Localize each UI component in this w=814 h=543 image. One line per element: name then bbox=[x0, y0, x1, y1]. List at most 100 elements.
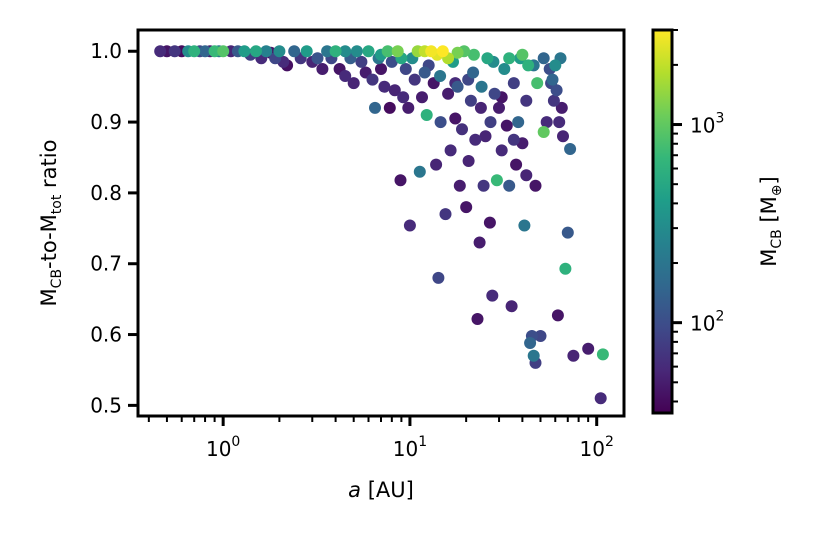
data-point bbox=[551, 309, 564, 322]
y-label-sub1: CB bbox=[49, 269, 65, 288]
data-point bbox=[534, 330, 547, 342]
data-point bbox=[540, 116, 553, 129]
data-point bbox=[498, 63, 511, 75]
data-point bbox=[564, 143, 577, 155]
data-point bbox=[550, 84, 563, 97]
data-point bbox=[311, 52, 324, 65]
y-label-mid: -to-M bbox=[37, 214, 61, 269]
data-point bbox=[347, 77, 360, 90]
x-axis: 100 101 102 bbox=[147, 416, 614, 461]
cbar-label-sub2: ⊕ bbox=[769, 184, 785, 196]
data-points bbox=[154, 45, 609, 405]
data-point bbox=[547, 94, 560, 107]
data-point bbox=[388, 84, 401, 97]
y-axis: 0.5 0.6 0.7 0.8 0.9 1.0 bbox=[90, 39, 138, 417]
data-point bbox=[467, 66, 480, 79]
y-tick-label: 0.8 bbox=[90, 181, 122, 205]
data-point bbox=[444, 144, 457, 157]
data-point bbox=[527, 349, 540, 362]
data-point bbox=[449, 112, 462, 125]
data-point bbox=[350, 45, 363, 58]
data-point bbox=[596, 348, 609, 361]
data-point bbox=[567, 349, 580, 362]
data-point bbox=[503, 52, 516, 65]
data-point bbox=[329, 45, 342, 58]
data-point bbox=[366, 73, 379, 86]
data-point bbox=[436, 45, 449, 58]
data-point bbox=[479, 130, 492, 143]
data-point bbox=[456, 123, 468, 136]
data-point bbox=[375, 63, 387, 75]
data-point bbox=[495, 144, 508, 157]
data-point bbox=[442, 87, 455, 100]
data-point bbox=[188, 45, 201, 58]
data-point bbox=[505, 300, 518, 313]
data-point bbox=[434, 70, 447, 82]
y-tick-label: 0.5 bbox=[90, 393, 122, 417]
data-point bbox=[439, 208, 452, 221]
y-label-m1: M bbox=[37, 288, 61, 306]
y-tick-label: 0.7 bbox=[90, 252, 122, 276]
data-point bbox=[510, 158, 523, 171]
data-point bbox=[546, 73, 559, 86]
data-point bbox=[168, 45, 181, 58]
data-point bbox=[481, 52, 494, 65]
data-point bbox=[529, 179, 542, 192]
data-point bbox=[460, 201, 473, 214]
data-point bbox=[520, 94, 533, 107]
data-point bbox=[339, 45, 352, 58]
colorbar-label: MCB [M⊕] bbox=[757, 176, 785, 266]
colorbar-ticks: 102 103 bbox=[672, 29, 724, 403]
data-point bbox=[464, 94, 477, 107]
data-point bbox=[512, 116, 525, 129]
data-point bbox=[559, 262, 572, 275]
data-point bbox=[403, 219, 416, 232]
colorbar: 102 103 bbox=[651, 28, 724, 415]
data-point bbox=[321, 45, 334, 58]
data-point bbox=[383, 101, 396, 114]
colorbar-tick-label: 102 bbox=[690, 309, 724, 336]
x-axis-label-italic: a bbox=[348, 478, 361, 502]
data-point bbox=[531, 77, 544, 90]
data-point bbox=[300, 45, 313, 58]
data-point bbox=[355, 55, 368, 68]
data-point bbox=[516, 48, 529, 61]
data-point bbox=[553, 116, 566, 129]
cbar-label-main: M bbox=[757, 249, 781, 267]
data-point bbox=[273, 45, 286, 58]
data-point bbox=[493, 101, 505, 114]
data-point bbox=[561, 226, 574, 239]
data-point bbox=[420, 109, 433, 121]
data-point bbox=[490, 174, 503, 187]
data-point bbox=[434, 116, 447, 129]
data-point bbox=[524, 337, 537, 349]
y-label-end: ratio bbox=[37, 140, 61, 195]
data-point bbox=[199, 45, 212, 58]
data-point bbox=[432, 271, 445, 284]
data-point bbox=[418, 66, 431, 79]
data-point bbox=[507, 133, 520, 146]
data-point bbox=[413, 165, 426, 178]
data-point bbox=[451, 46, 464, 59]
data-point bbox=[520, 169, 533, 182]
data-point bbox=[430, 158, 443, 171]
data-point bbox=[486, 289, 499, 302]
colorbar-tick-label: 103 bbox=[690, 111, 724, 138]
data-point bbox=[555, 101, 568, 114]
data-point bbox=[477, 179, 490, 192]
data-point bbox=[369, 101, 381, 114]
data-point bbox=[484, 116, 497, 129]
data-point bbox=[425, 45, 438, 58]
data-point bbox=[408, 73, 421, 86]
data-point bbox=[507, 77, 520, 90]
cbar-label-close: ] bbox=[757, 176, 781, 184]
data-point bbox=[474, 101, 487, 114]
data-point bbox=[397, 91, 410, 104]
data-point bbox=[453, 179, 466, 192]
data-point bbox=[557, 130, 569, 143]
cbar-label-sub: CB bbox=[769, 229, 785, 248]
data-point bbox=[362, 45, 375, 58]
x-axis-label-unit: [AU] bbox=[361, 478, 414, 502]
data-point bbox=[288, 45, 301, 58]
